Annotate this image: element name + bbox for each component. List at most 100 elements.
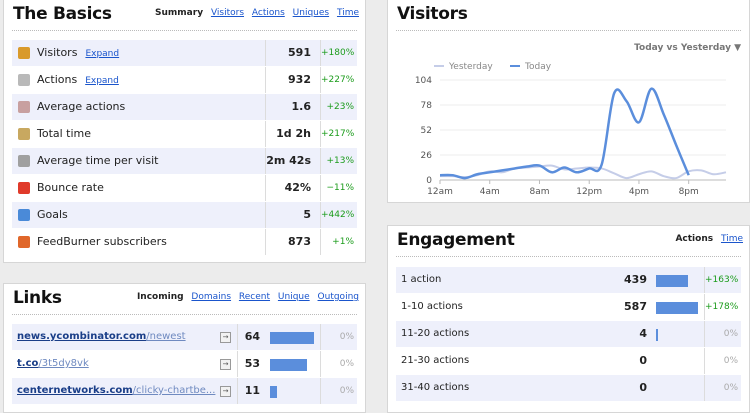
engagement-row-label: 1-10 actions <box>401 301 463 312</box>
tab-domains[interactable]: Domains <box>191 292 232 302</box>
basics-row-value: 1.6 <box>265 94 320 120</box>
links-header: Links Incoming Domains Recent Unique Out… <box>4 284 365 314</box>
external-link-icon[interactable]: → <box>220 332 231 343</box>
legend-label: Today <box>524 62 552 72</box>
tab-recent[interactable]: Recent <box>238 292 271 302</box>
expand-link[interactable]: Expand <box>85 49 120 59</box>
engagement-tabs: Actions Time <box>670 234 743 244</box>
engagement-row: 11-20 actions 4 0% <box>396 321 741 347</box>
basics-row-change: +180% <box>320 40 359 66</box>
engagement-header: Engagement Actions Time <box>388 226 749 256</box>
links-title: Links <box>13 288 62 308</box>
basics-row-label: Goals <box>37 208 68 221</box>
basics-row-value: 932 <box>265 67 320 93</box>
basics-row-change: +217% <box>320 121 359 147</box>
engagement-row-value: 0 <box>639 381 647 394</box>
link-url[interactable]: t.co/3t5dy8vk <box>17 351 89 377</box>
goals-icon <box>18 209 30 221</box>
tab-incoming[interactable]: Incoming <box>136 292 184 302</box>
tab-visitors[interactable]: Visitors <box>210 8 245 18</box>
link-url[interactable]: news.ycombinator.com/newest <box>17 324 186 350</box>
tab-outgoing[interactable]: Outgoing <box>317 292 359 302</box>
link-url[interactable]: centernetworks.com/clicky-chartbe... <box>17 378 215 404</box>
y-tick-label: 104 <box>415 76 432 86</box>
engagement-row-value: 4 <box>639 327 647 340</box>
basics-row: Bounce rate 42% −11% <box>12 175 357 201</box>
tab-time[interactable]: Time <box>336 8 359 18</box>
legend-label: Yesterday <box>448 62 493 72</box>
basics-row-label-wrap: Goals <box>37 202 68 228</box>
y-tick-label: 78 <box>421 101 433 111</box>
engagement-share-bar <box>656 302 698 314</box>
engagement-row-change: +178% <box>704 294 743 320</box>
link-path[interactable]: /newest <box>146 331 186 342</box>
tab-uniques[interactable]: Uniques <box>292 8 330 18</box>
link-share-bar <box>270 386 277 398</box>
external-link-icon[interactable]: → <box>220 359 231 370</box>
engagement-row: 1 action 439 +163% <box>396 267 741 293</box>
x-tick-label: 4am <box>480 187 500 197</box>
x-tick-label: 8am <box>529 187 549 197</box>
tab-actions[interactable]: Actions <box>251 8 285 18</box>
bounce-icon <box>18 182 30 194</box>
basics-row-value: 5 <box>265 202 320 228</box>
engagement-share-bar <box>656 329 658 341</box>
basics-row: Visitors Expand 591 +180% <box>12 40 357 66</box>
engagement-panel: Engagement Actions Time 1 action 439 +163%… <box>387 225 750 413</box>
basics-row-value: 1d 2h <box>265 121 320 147</box>
links-tabs: Incoming Domains Recent Unique Outgoing <box>132 292 359 302</box>
basics-title: The Basics <box>13 4 112 24</box>
engagement-row-value: 587 <box>624 300 647 313</box>
expand-link[interactable]: Expand <box>85 76 119 86</box>
compare-dropdown[interactable]: Today vs Yesterday ▼ <box>634 43 741 53</box>
clock-icon <box>18 155 30 167</box>
visitors-divider <box>396 30 741 31</box>
tab-engagement-time[interactable]: Time <box>720 234 743 244</box>
link-share-bar <box>270 332 314 344</box>
basics-row-change: −11% <box>320 175 359 201</box>
link-path[interactable]: /clicky-chartbe... <box>132 385 216 396</box>
engagement-row-value: 0 <box>639 354 647 367</box>
basics-row-label-wrap: Bounce rate <box>37 175 104 201</box>
link-domain[interactable]: news.ycombinator.com <box>17 331 147 342</box>
basics-panel: The Basics Summary Visitors Actions Uniq… <box>3 0 366 263</box>
visitors-icon <box>18 47 30 59</box>
link-path[interactable]: /3t5dy8vk <box>38 358 89 369</box>
link-change: 0% <box>320 324 359 350</box>
link-domain[interactable]: centernetworks.com <box>17 385 133 396</box>
tab-engagement-actions[interactable]: Actions <box>675 234 714 244</box>
basics-tabs: Summary Visitors Actions Uniques Time <box>150 8 359 18</box>
x-tick-label: 4pm <box>629 187 649 197</box>
basics-row-label-wrap: Average time per visit <box>37 148 158 174</box>
links-row: news.ycombinator.com/newest → 64 0% <box>12 324 357 350</box>
engagement-share-bar <box>656 275 688 287</box>
external-link-icon[interactable]: → <box>220 386 231 397</box>
engagement-divider <box>396 256 741 257</box>
tab-summary[interactable]: Summary <box>155 8 204 18</box>
clock-icon <box>18 128 30 140</box>
engagement-row-label: 11-20 actions <box>401 328 470 339</box>
links-row: centernetworks.com/clicky-chartbe... → 11 0… <box>12 378 357 404</box>
basics-row-label-wrap: Actions Expand <box>37 67 119 94</box>
engagement-title: Engagement <box>397 230 515 250</box>
basics-row: Goals 5 +442% <box>12 202 357 228</box>
link-domain[interactable]: t.co <box>17 358 39 369</box>
engagement-row: 21-30 actions 0 0% <box>396 348 741 374</box>
engagement-row-label: 31-40 actions <box>401 382 470 393</box>
basics-row-label: Total time <box>37 127 92 140</box>
x-tick-label: 12pm <box>576 187 602 197</box>
basics-row-value: 2m 42s <box>265 148 320 174</box>
basics-row-change: +23% <box>320 94 359 120</box>
basics-row-value: 591 <box>265 40 320 66</box>
basics-row-label: Visitors <box>37 46 78 59</box>
basics-header: The Basics Summary Visitors Actions Uniq… <box>4 0 365 30</box>
basics-row-label-wrap: FeedBurner subscribers <box>37 229 167 255</box>
actions-icon <box>18 74 30 86</box>
basics-row: Actions Expand 932 +227% <box>12 67 357 93</box>
links-panel: Links Incoming Domains Recent Unique Out… <box>3 283 366 413</box>
engagement-row-value: 439 <box>624 273 647 286</box>
link-value: 64 <box>237 324 269 350</box>
series-line-today <box>439 87 690 180</box>
tab-unique[interactable]: Unique <box>277 292 310 302</box>
basics-row: Average time per visit 2m 42s +13% <box>12 148 357 174</box>
